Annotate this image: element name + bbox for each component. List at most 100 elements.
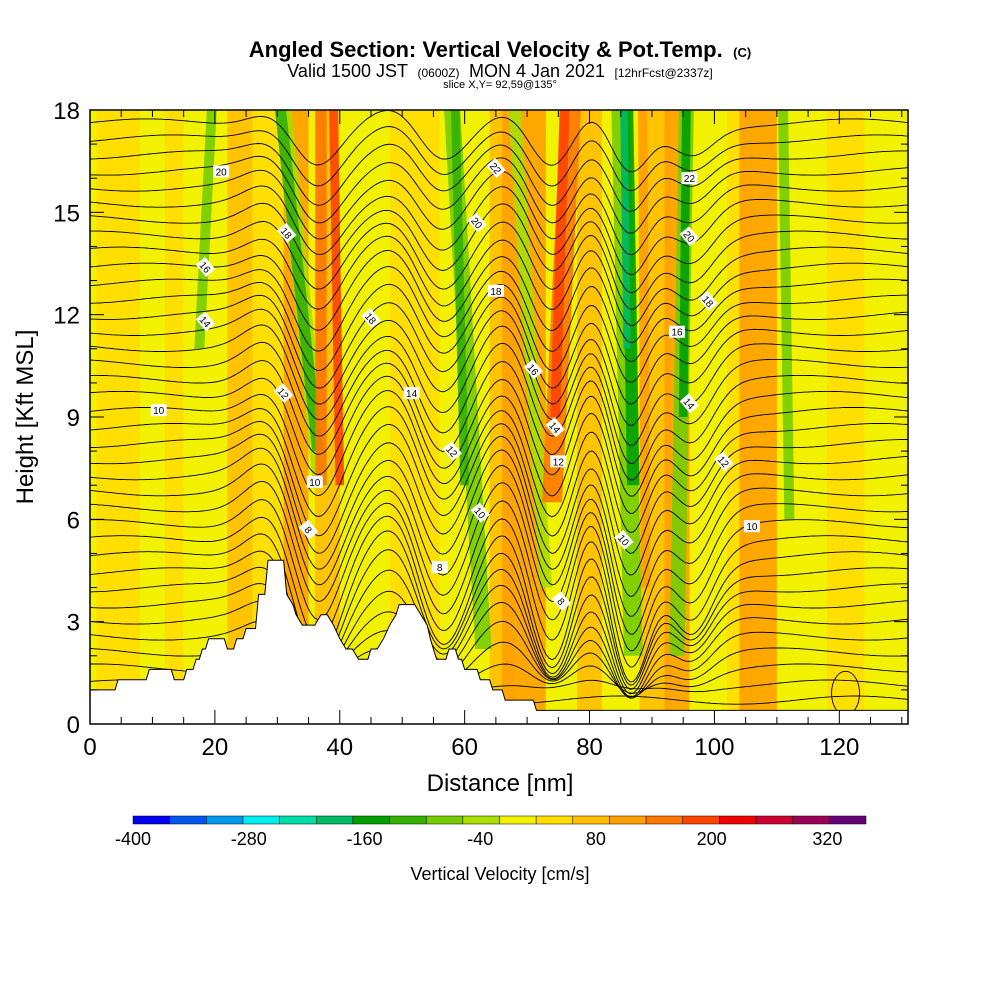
colorbar-swatch [829,815,867,825]
x-tick-label: 100 [694,734,734,761]
colorbar-swatch [316,815,354,825]
theta-contour-line [90,294,908,405]
colorbar-swatch [132,815,170,825]
warm-band-3 [739,110,777,724]
x-tick-label: 0 [83,734,96,761]
contour-label: 14 [403,387,420,400]
contour-label-text: 8 [437,563,443,574]
y-axis-label: Height [Kft MSL] [12,330,39,505]
theta-contour-line [90,324,908,446]
theta-contour-line [90,110,908,173]
contour-label-text: 20 [216,167,228,178]
terrain-mask [89,559,909,725]
x-tick-label: 40 [326,734,353,761]
colorbar-swatch [719,815,757,825]
contour-label-box [467,212,487,233]
y-tick-label: 0 [67,712,80,739]
theta-contour-line [90,360,908,481]
updraft-streak-9 [550,110,570,417]
contour-label-text: 10 [153,406,165,417]
colorbar-tick-label: -400 [115,829,151,849]
downdraft-streak-12 [620,110,631,349]
theta-contour-line [90,143,908,212]
theta-contour-line [90,185,908,276]
colorbar-swatch [499,815,537,825]
updraft-streak-3 [315,110,327,486]
contour-labels: 1016142018121081814121082022181614128102… [150,158,760,612]
x-tick-label: 80 [576,734,603,761]
downdraft-streak-15 [778,110,795,520]
colorbar-swatch [389,815,427,825]
contour-label-box [486,158,506,178]
theta-contour-line [90,308,908,427]
theta-contour-line [90,282,908,383]
updraft-streak-4 [329,110,345,486]
colorbar-swatch [242,815,280,825]
theta-contour-line [90,126,908,192]
colorbar-swatch [206,815,244,825]
contour-label-box [487,284,504,297]
contour-label-box [298,519,319,540]
colorbar-swatch [755,815,793,825]
colorbar-swatch [279,815,317,825]
subtitle-date: MON 4 Jan 2021 [469,61,605,81]
colorbar-swatch [682,815,720,825]
contour-label-box [743,520,760,533]
theta-contour-line [90,235,908,326]
contour-label-box [195,311,216,332]
mid-band-3 [577,110,603,724]
theta-contour-line [90,549,908,686]
theta-contour-line [90,499,908,652]
contour-label-box [545,417,565,438]
contour-label-box [679,393,700,414]
colorbar-swatch [169,815,207,825]
theta-contour-line [90,375,908,497]
contour-label-box [668,325,685,338]
y-tick-label: 18 [53,98,80,125]
contour-label-box [213,165,230,178]
y-tick-label: 15 [53,200,80,227]
contour-label-box [470,502,491,523]
theta-contour-line [90,530,908,683]
contour-label-box [431,561,448,574]
contour-label-box [614,529,634,550]
x-tick-label: 60 [451,734,478,761]
colorbar: -400 -280 -160 -40 80 200 320 [115,815,867,849]
colorbar-tick-label: 320 [812,829,842,849]
theta-contour-line [90,266,908,363]
updraft-streak-16 [637,110,651,588]
subtitle-valid: Valid 1500 JST [287,61,408,81]
contour-label-box [550,455,567,468]
downdraft-streak-7 [508,110,553,588]
theta-contour-line [90,433,908,576]
contour-label-box [523,359,544,380]
colorbar-swatch [792,815,830,825]
x-axis: 0 20 40 60 80 100 120 [83,110,903,761]
theta-contours [90,110,908,716]
plot-area: 1016142018121081814121082022181614128102… [89,109,909,725]
theta-contour-line [90,250,908,344]
subtitle-forecast: [12hrFcst@2337z] [614,66,712,80]
contour-label-text: 8 [554,596,566,608]
contour-label-box [273,383,294,404]
contour-label: 10 [150,404,167,417]
y-tick-label: 6 [67,507,80,534]
x-tick-label: 120 [819,734,859,761]
theta-contour-line [90,600,908,698]
colorbar-swatch [645,815,683,825]
contour-label-text: 10 [309,478,321,489]
subtitle-utc: (0600Z) [417,66,459,80]
colorbar-swatch [572,815,610,825]
contour-label: 20 [213,165,230,178]
contour-label-text: 8 [301,525,313,537]
contour-label: 10 [743,520,760,533]
colorbar-tick-label: -280 [231,829,267,849]
contour-label-text: 14 [406,389,418,400]
chart-title-line: Angled Section: Vertical Velocity & Pot.… [249,37,751,62]
contour-label-box [276,222,297,243]
contour-label-box [714,451,734,472]
contour-label-text: 16 [671,328,683,339]
theta-contour-line [90,155,908,234]
colorbar-tick-label: 200 [697,829,727,849]
